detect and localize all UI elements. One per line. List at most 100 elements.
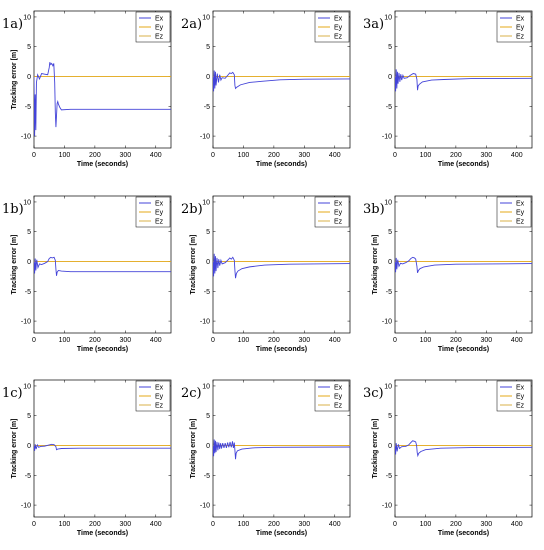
x-tick-label: 0 — [211, 152, 215, 159]
x-tick-label: 400 — [329, 337, 341, 344]
legend-label-ez: Ez — [155, 219, 164, 226]
legend-label-ez: Ez — [155, 34, 164, 41]
series-lines — [213, 70, 350, 92]
y-tick-label: -5 — [386, 473, 392, 480]
series-line-ex — [213, 70, 350, 92]
series-lines — [34, 256, 171, 276]
x-tick-label: 300 — [298, 521, 310, 528]
x-tick-label: 300 — [119, 337, 131, 344]
legend-label-ez: Ez — [516, 403, 525, 410]
series-line-ex — [213, 439, 350, 460]
x-tick-label: 400 — [150, 521, 162, 528]
y-tick-label: -5 — [386, 104, 392, 111]
x-axis-label: Time (seconds) — [256, 346, 307, 353]
x-tick-label: 200 — [450, 521, 462, 528]
y-tick-label: -10 — [382, 503, 392, 510]
x-tick-label: 300 — [298, 337, 310, 344]
y-tick-label: 5 — [27, 229, 31, 236]
legend-label-ez: Ez — [334, 34, 343, 41]
legend-label-ey: Ey — [155, 210, 164, 217]
series-line-ex — [213, 253, 350, 279]
x-tick-label: 400 — [511, 521, 523, 528]
y-tick-label: 0 — [206, 259, 210, 266]
y-tick-label: 5 — [27, 413, 31, 420]
x-tick-label: 400 — [329, 521, 341, 528]
y-axis-label: Tracking error [m] — [11, 419, 18, 479]
legend-label-ey: Ey — [334, 25, 343, 32]
legend-label-ey: Ey — [155, 25, 164, 32]
x-axis-label: Time (seconds) — [77, 161, 128, 168]
y-tick-label: 5 — [388, 229, 392, 236]
x-axis-label: Time (seconds) — [77, 346, 128, 353]
legend-label-ey: Ey — [516, 394, 525, 401]
x-tick-label: 0 — [393, 152, 397, 159]
legend-label-ey: Ey — [516, 25, 525, 32]
x-tick-label: 200 — [89, 521, 101, 528]
panel-label: 1b) — [2, 202, 24, 217]
x-axis-label: Time (seconds) — [438, 530, 489, 537]
x-tick-label: 0 — [32, 337, 36, 344]
y-tick-label: 0 — [27, 259, 31, 266]
y-tick-label: -5 — [386, 289, 392, 296]
panel-label: 3c) — [363, 386, 384, 401]
x-axis-label: Time (seconds) — [256, 161, 307, 168]
series-line-ex — [395, 440, 532, 458]
legend-label-ex: Ex — [155, 201, 164, 208]
y-tick-label: -5 — [25, 473, 31, 480]
x-axis-label: Time (seconds) — [256, 530, 307, 537]
y-tick-label: 0 — [27, 443, 31, 450]
y-tick-label: 10 — [23, 14, 31, 21]
series-line-ex — [34, 256, 171, 276]
series-line-ex — [34, 443, 171, 451]
series-lines — [34, 62, 171, 137]
x-tick-label: 200 — [89, 337, 101, 344]
legend: Ex Ey Ez — [314, 196, 350, 228]
x-tick-label: 100 — [420, 521, 432, 528]
y-tick-label: 10 — [23, 383, 31, 390]
x-tick-label: 100 — [59, 521, 71, 528]
series-line-ex — [395, 256, 532, 274]
y-tick-label: 0 — [388, 259, 392, 266]
x-tick-label: 0 — [393, 337, 397, 344]
x-tick-label: 400 — [511, 337, 523, 344]
y-tick-label: 10 — [202, 14, 210, 21]
y-tick-label: 5 — [206, 44, 210, 51]
legend-label-ex: Ex — [334, 201, 343, 208]
x-tick-label: 400 — [329, 152, 341, 159]
y-tick-label: -5 — [204, 473, 210, 480]
y-tick-label: -5 — [25, 104, 31, 111]
legend: Ex Ey Ez — [135, 380, 171, 412]
y-tick-label: -10 — [21, 503, 31, 510]
legend-label-ey: Ey — [516, 210, 525, 217]
series-lines — [395, 440, 532, 458]
y-tick-label: 10 — [384, 383, 392, 390]
panel-label: 2a) — [181, 17, 202, 32]
y-tick-label: -10 — [200, 319, 210, 326]
legend-label-ex: Ex — [334, 385, 343, 392]
x-axis-label: Time (seconds) — [77, 530, 128, 537]
y-tick-label: 0 — [206, 74, 210, 81]
x-axis-label: Time (seconds) — [438, 161, 489, 168]
series-lines — [395, 256, 532, 274]
x-tick-label: 300 — [480, 337, 492, 344]
x-tick-label: 0 — [393, 521, 397, 528]
x-tick-label: 100 — [420, 152, 432, 159]
legend-label-ez: Ez — [516, 219, 525, 226]
series-lines — [213, 439, 350, 460]
x-tick-label: 100 — [238, 337, 250, 344]
legend-label-ex: Ex — [155, 16, 164, 23]
x-tick-label: 100 — [420, 337, 432, 344]
legend-label-ex: Ex — [516, 201, 525, 208]
y-tick-label: -10 — [382, 134, 392, 141]
y-axis-label: Tracking error [m] — [11, 50, 18, 110]
series-line-ex — [34, 62, 171, 137]
y-tick-label: -10 — [200, 134, 210, 141]
x-tick-label: 300 — [119, 152, 131, 159]
